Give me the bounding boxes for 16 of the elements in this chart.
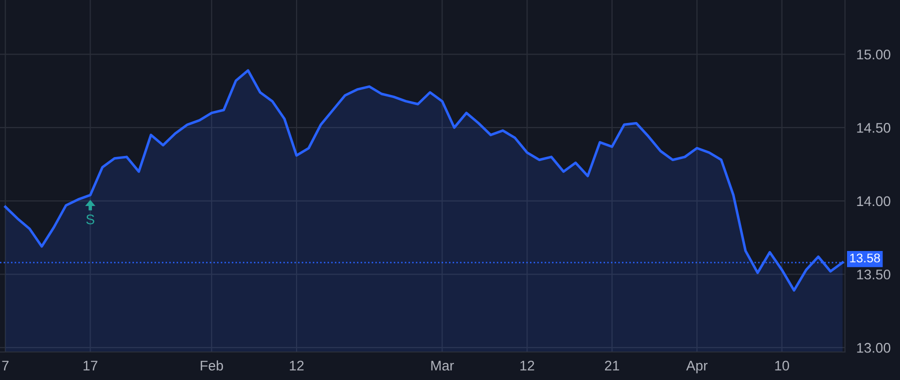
- x-tick-label: Mar: [431, 360, 454, 371]
- x-tick-label: Apr: [686, 360, 708, 374]
- ref-line-label: 13.58: [850, 254, 880, 262]
- x-tick-label: 17: [84, 360, 98, 370]
- y-tick-label: 13.50: [857, 270, 890, 280]
- annotation: S: [86, 214, 94, 224]
- y-tick-label: 14.50: [857, 122, 890, 133]
- x-tick-label: 10: [775, 360, 790, 371]
- x-tick-label: 12: [520, 360, 534, 370]
- y-tick-label: 14.00: [857, 196, 890, 206]
- y-tick-label: 13.00: [857, 342, 890, 353]
- x-tick-label: 12: [290, 360, 304, 370]
- x-tick-label: 7: [2, 360, 9, 370]
- y-tick-label: 15.00: [857, 50, 890, 60]
- x-tick-label: Feb: [200, 360, 223, 371]
- x-tick-label: 21: [605, 360, 620, 370]
